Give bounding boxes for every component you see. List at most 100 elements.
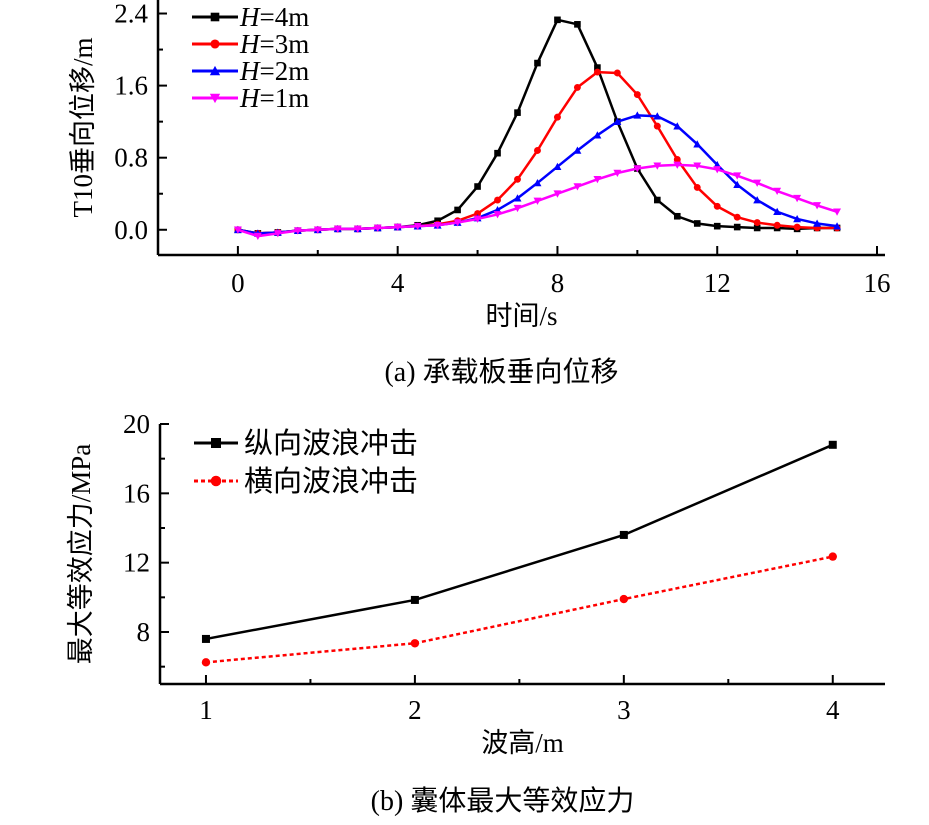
- data-point: [573, 83, 581, 91]
- data-point: [573, 183, 582, 191]
- data-point: [613, 69, 621, 77]
- legend-label-value: =4m: [260, 2, 310, 32]
- data-point: [293, 227, 302, 235]
- y-tick-label: 16: [123, 478, 150, 508]
- legend-label-value: =3m: [260, 29, 310, 59]
- legend-label: H=3m: [239, 29, 309, 59]
- data-point: [494, 149, 501, 157]
- data-point: [793, 223, 801, 231]
- data-point: [753, 196, 762, 204]
- data-point: [210, 39, 220, 49]
- legend-label-var: H: [239, 29, 261, 59]
- legend-label-var: H: [239, 56, 261, 86]
- data-point: [773, 207, 782, 216]
- x-tick-label: 1: [199, 695, 213, 725]
- data-point: [619, 594, 629, 604]
- data-point: [593, 68, 601, 76]
- x-tick-label: 3: [617, 695, 631, 725]
- data-point: [209, 93, 221, 104]
- data-point: [673, 212, 681, 220]
- data-point: [733, 213, 741, 221]
- data-point: [733, 223, 741, 231]
- data-point: [833, 208, 842, 216]
- data-point: [534, 147, 541, 154]
- data-point: [373, 224, 382, 232]
- series-1: [234, 68, 841, 237]
- series-0: [201, 440, 837, 643]
- y-tick-label: 12: [123, 548, 150, 578]
- legend-item: H=4m: [192, 2, 309, 32]
- data-point: [253, 232, 262, 241]
- data-point: [514, 175, 521, 183]
- y-tick-label: 1.6: [114, 71, 148, 101]
- data-point: [210, 475, 222, 487]
- data-point: [733, 180, 742, 189]
- data-point: [493, 211, 502, 219]
- data-point: [201, 634, 210, 643]
- y-tick-label: 2.4: [114, 0, 148, 29]
- legend-item: 纵向波浪冲击: [194, 427, 418, 460]
- data-point: [828, 440, 837, 449]
- y-tick-label: 20: [123, 409, 150, 439]
- data-point: [211, 438, 221, 448]
- data-point: [393, 223, 402, 232]
- data-point: [210, 12, 220, 22]
- data-point: [533, 178, 542, 187]
- data-point: [773, 187, 782, 195]
- data-point: [753, 179, 762, 187]
- data-point: [619, 530, 628, 539]
- data-point: [593, 131, 602, 139]
- series-1: [201, 552, 837, 667]
- data-point: [454, 206, 461, 214]
- data-point: [453, 219, 462, 227]
- data-point: [574, 21, 581, 28]
- legend-item: H=2m: [192, 56, 309, 86]
- legend-label: H=4m: [239, 2, 309, 32]
- y-tick-label: 0.0: [114, 215, 148, 245]
- data-point: [513, 204, 522, 213]
- data-point: [554, 16, 561, 24]
- data-point: [793, 194, 802, 203]
- legend-label: H=1m: [239, 83, 309, 113]
- data-point: [633, 111, 642, 119]
- legend-label: H=2m: [239, 56, 309, 86]
- x-tick-label: 4: [391, 268, 405, 298]
- data-point: [593, 176, 602, 184]
- data-point: [533, 197, 542, 205]
- x-tick-label: 12: [704, 268, 731, 298]
- x-tick-label: 8: [551, 268, 565, 298]
- data-point: [514, 109, 521, 116]
- data-point: [773, 221, 781, 229]
- data-point: [673, 161, 682, 169]
- data-point: [410, 639, 420, 648]
- y-tick-label: 8: [137, 617, 151, 647]
- data-point: [673, 156, 681, 163]
- legend-item: H=3m: [192, 29, 309, 59]
- x-tick-label: 16: [864, 268, 891, 298]
- x-tick-label: 2: [408, 695, 422, 725]
- data-point: [573, 146, 582, 154]
- data-point: [713, 166, 722, 174]
- data-point: [693, 140, 702, 148]
- x-axis-label: 时间/s: [485, 301, 557, 331]
- data-point: [333, 225, 342, 233]
- data-point: [434, 217, 441, 225]
- data-point: [613, 117, 622, 125]
- data-point: [633, 91, 641, 99]
- data-point: [713, 222, 721, 230]
- data-point: [733, 172, 742, 180]
- data-point: [693, 183, 701, 191]
- data-point: [713, 202, 721, 210]
- legend-label-value: =1m: [260, 83, 310, 113]
- legend-label-var: H: [239, 83, 261, 113]
- y-tick-label: 0.8: [114, 143, 148, 173]
- legend-item: 横向波浪冲击: [194, 465, 418, 498]
- data-point: [753, 219, 761, 227]
- data-point: [201, 658, 211, 667]
- data-point: [654, 196, 661, 204]
- data-point: [513, 194, 522, 202]
- data-point: [433, 221, 442, 230]
- data-point: [613, 169, 622, 177]
